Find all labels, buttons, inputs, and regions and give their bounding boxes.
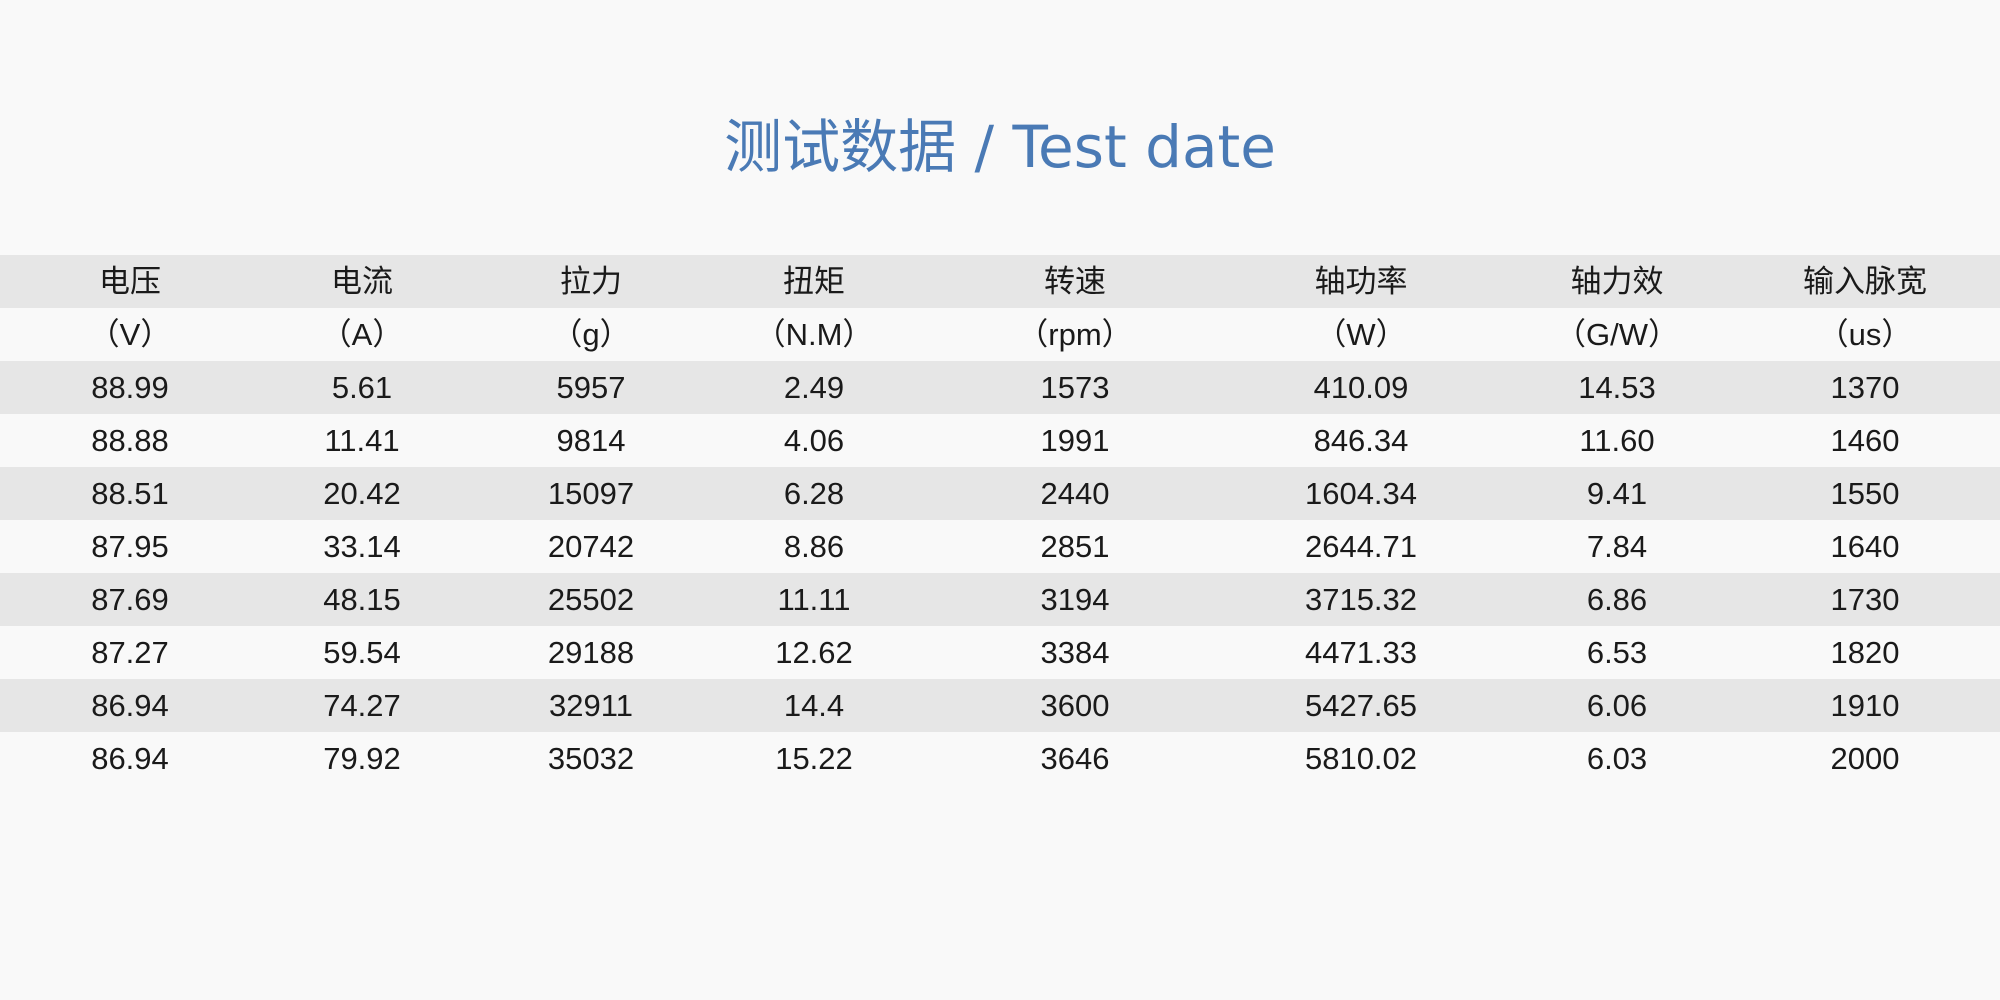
table-cell: 14.4 bbox=[783, 688, 845, 723]
table-cell: 8.86 bbox=[783, 529, 845, 564]
table-cell: 48.15 bbox=[323, 582, 401, 617]
table-cell: 5427.65 bbox=[1304, 688, 1418, 723]
table-cell: （us） bbox=[1817, 317, 1913, 352]
table-row: 88.88 11.41 9814 4.06 1991 846.34 11.60 1460 bbox=[0, 414, 2000, 467]
table-cell: 74.27 bbox=[323, 688, 401, 723]
table-cell: 12.62 bbox=[775, 635, 853, 670]
table-cell: 15097 bbox=[547, 476, 635, 511]
table-cell: 1730 bbox=[1830, 582, 1900, 617]
table-cell: 1640 bbox=[1830, 529, 1900, 564]
table-cell: 3715.32 bbox=[1304, 582, 1418, 617]
table-cell: 轴功率 bbox=[1314, 264, 1408, 299]
page-title: 测试数据 / Test date bbox=[724, 113, 1276, 181]
table-cell: 29188 bbox=[547, 635, 635, 670]
table-cell: 1991 bbox=[1040, 423, 1110, 458]
table-cell: 846.34 bbox=[1313, 423, 1409, 458]
table-cell: 1460 bbox=[1830, 423, 1900, 458]
table-cell: 20742 bbox=[547, 529, 635, 564]
table-cell: 25502 bbox=[547, 582, 635, 617]
table-cell: 4471.33 bbox=[1304, 635, 1418, 670]
table-cell: 410.09 bbox=[1313, 370, 1409, 405]
table-cell: 86.94 bbox=[91, 741, 169, 776]
table-cell: 87.95 bbox=[91, 529, 169, 564]
table-cell: （G/W） bbox=[1555, 317, 1679, 352]
table-cell: 15.22 bbox=[775, 741, 853, 776]
table-cell: 9.41 bbox=[1586, 476, 1648, 511]
table-cell: （V） bbox=[88, 317, 172, 352]
table-cell: 1550 bbox=[1830, 476, 1900, 511]
table-cell: 5.61 bbox=[331, 370, 393, 405]
table-cell: 2644.71 bbox=[1304, 529, 1418, 564]
table-cell: 7.84 bbox=[1586, 529, 1648, 564]
unit-row: （V） （A） （g） （N.M） （rpm） （W） （G/W） （us） bbox=[0, 308, 2000, 361]
table-cell: 87.27 bbox=[91, 635, 169, 670]
table-cell: 4.06 bbox=[783, 423, 845, 458]
table-cell: 1573 bbox=[1040, 370, 1110, 405]
table-cell: 86.94 bbox=[91, 688, 169, 723]
table-cell: 5810.02 bbox=[1304, 741, 1418, 776]
table-cell: 1604.34 bbox=[1304, 476, 1418, 511]
table-cell: （N.M） bbox=[754, 317, 874, 352]
table-cell: （W） bbox=[1315, 317, 1407, 352]
table-cell: 3600 bbox=[1040, 688, 1110, 723]
header-row: 电压 电流 拉力 扭矩 转速 轴功率 轴力效 输入脉宽 bbox=[0, 255, 2000, 308]
table-cell: 35032 bbox=[547, 741, 635, 776]
table-row: 87.27 59.54 29188 12.62 3384 4471.33 6.53 1820 bbox=[0, 626, 2000, 679]
table-cell: 11.60 bbox=[1579, 423, 1655, 458]
table-cell: 3384 bbox=[1040, 635, 1110, 670]
table-cell: 11.11 bbox=[777, 582, 851, 617]
table-cell: 2.49 bbox=[783, 370, 845, 405]
table-cell: 87.69 bbox=[91, 582, 169, 617]
table-cell: 11.41 bbox=[324, 423, 400, 458]
table-cell: 88.99 bbox=[91, 370, 169, 405]
table-cell: 1820 bbox=[1830, 635, 1900, 670]
table-cell: 33.14 bbox=[323, 529, 401, 564]
table-cell: 电压 bbox=[99, 264, 161, 299]
table-cell: 88.88 bbox=[91, 423, 169, 458]
table-cell: 拉力 bbox=[560, 264, 622, 299]
table-cell: 轴力效 bbox=[1570, 264, 1664, 299]
table-cell: 6.03 bbox=[1586, 741, 1648, 776]
table-cell: 1370 bbox=[1830, 370, 1900, 405]
table-cell: 6.06 bbox=[1586, 688, 1648, 723]
table-cell: 6.53 bbox=[1586, 635, 1648, 670]
table-row: 88.51 20.42 15097 6.28 2440 1604.34 9.41 1550 bbox=[0, 467, 2000, 520]
table-cell: 3646 bbox=[1040, 741, 1110, 776]
table-cell: 6.28 bbox=[783, 476, 845, 511]
table-cell: 2440 bbox=[1040, 476, 1110, 511]
table-cell: 14.53 bbox=[1578, 370, 1656, 405]
table-cell: 88.51 bbox=[91, 476, 169, 511]
table-cell: 5957 bbox=[556, 370, 626, 405]
table-cell: 6.86 bbox=[1586, 582, 1648, 617]
table-cell: 3194 bbox=[1040, 582, 1110, 617]
table-row: 87.69 48.15 25502 11.11 3194 3715.32 6.86 1730 bbox=[0, 573, 2000, 626]
table-cell: 1910 bbox=[1830, 688, 1900, 723]
table-cell: 32911 bbox=[549, 688, 633, 723]
table-cell: 2851 bbox=[1040, 529, 1110, 564]
table-cell: （A） bbox=[320, 317, 404, 352]
table-cell: （g） bbox=[551, 317, 631, 352]
table-row: 88.99 5.61 5957 2.49 1573 410.09 14.53 1370 bbox=[0, 361, 2000, 414]
table-cell: 20.42 bbox=[323, 476, 401, 511]
table-cell: 电流 bbox=[331, 264, 393, 299]
table-cell: （rpm） bbox=[1017, 317, 1133, 352]
table-cell: 输入脉宽 bbox=[1803, 264, 1927, 299]
test-data-table: 电压 电流 拉力 扭矩 转速 轴功率 轴力效 输入脉宽 （V） （A） （g） （N.M） （rpm）（… bbox=[0, 255, 2000, 785]
table-cell: 2000 bbox=[1830, 741, 1900, 776]
table-cell: 9814 bbox=[556, 423, 626, 458]
table-row: 87.95 33.14 20742 8.86 2851 2644.71 7.84 1640 bbox=[0, 520, 2000, 573]
table-cell: 79.92 bbox=[323, 741, 401, 776]
table-row: 86.94 74.27 32911 14.4 3600 5427.65 6.06 1910 bbox=[0, 679, 2000, 732]
table-cell: 59.54 bbox=[323, 635, 401, 670]
table-row: 86.94 79.92 35032 15.22 3646 5810.02 6.03 2000 bbox=[0, 732, 2000, 785]
table-cell: 转速 bbox=[1044, 264, 1106, 299]
table-cell: 扭矩 bbox=[783, 264, 845, 299]
